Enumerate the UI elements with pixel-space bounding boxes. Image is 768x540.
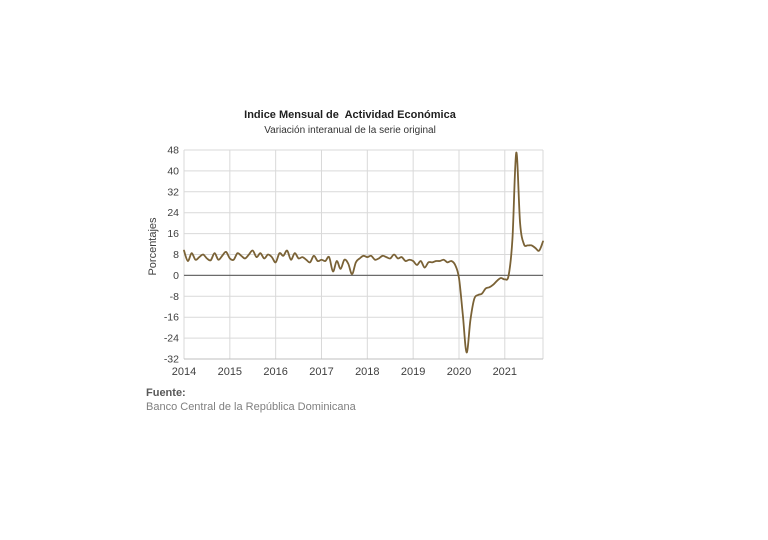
y-tick-label: 32 xyxy=(167,186,179,198)
series-layer xyxy=(183,151,544,354)
y-axis-label: Porcentajes xyxy=(147,217,159,276)
x-tick-label: 2020 xyxy=(447,366,471,378)
grid-lines xyxy=(183,149,544,360)
y-tick-label: -16 xyxy=(164,312,179,324)
y-tick-label: 8 xyxy=(173,249,179,261)
line-chart: 48 40 32 24 16 8 0 -8 -16 -24 -32 2014 2015 2016 2017… xyxy=(147,145,544,378)
x-tick-label: 2019 xyxy=(401,366,425,378)
x-tick-label: 2014 xyxy=(172,366,196,378)
y-tick-label: 16 xyxy=(167,228,179,240)
y-tick-label: 40 xyxy=(167,165,179,177)
y-tick-labels: 48 40 32 24 16 8 0 -8 -16 -24 -32 xyxy=(164,145,179,366)
x-tick-label: 2015 xyxy=(218,366,242,378)
axes xyxy=(184,274,543,360)
chart-title: Indice Mensual de Actividad Económica xyxy=(244,109,456,121)
y-tick-label: 24 xyxy=(167,207,179,219)
x-tick-label: 2018 xyxy=(355,366,379,378)
x-tick-labels: 2014 2015 2016 2017 2018 2019 2020 2021 xyxy=(172,366,517,378)
chart-subtitle: Variación interanual de la serie origina… xyxy=(264,125,436,136)
y-tick-label: -24 xyxy=(164,333,179,345)
series-line xyxy=(183,151,544,354)
x-tick-label: 2016 xyxy=(263,366,287,378)
y-tick-label: 0 xyxy=(173,270,179,282)
source-label: Fuente: xyxy=(146,387,186,399)
source-text: Banco Central de la República Dominicana xyxy=(146,401,356,413)
x-tick-label: 2017 xyxy=(309,366,333,378)
y-tick-label: 48 xyxy=(167,145,179,157)
y-tick-label: -8 xyxy=(170,291,179,303)
y-tick-label: -32 xyxy=(164,354,179,366)
x-tick-label: 2021 xyxy=(493,366,517,378)
